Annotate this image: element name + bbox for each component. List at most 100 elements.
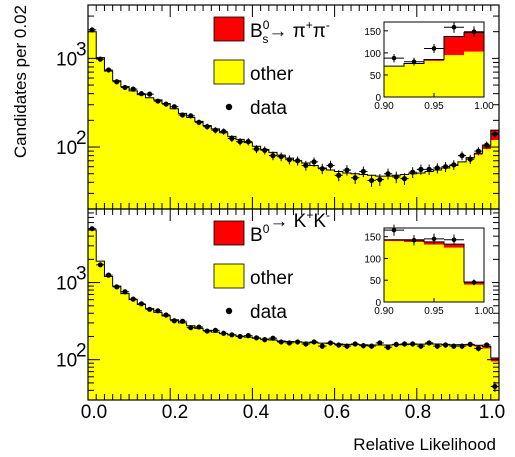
other-bar — [244, 142, 253, 209]
data-point — [145, 91, 154, 97]
data-marker — [147, 306, 153, 312]
y-tick-exponent: 3 — [76, 39, 87, 60]
data-point — [433, 343, 442, 349]
inset-data-marker — [411, 59, 417, 65]
other-bar — [466, 345, 475, 400]
other-bar — [145, 97, 155, 209]
other-bar — [203, 330, 212, 400]
data-marker — [130, 86, 136, 92]
other-bar — [96, 261, 105, 400]
other-bar — [88, 230, 97, 400]
data-point — [441, 342, 450, 348]
other-bar — [252, 338, 261, 400]
inset-data-point — [384, 224, 404, 236]
inset-data-point — [444, 234, 464, 245]
data-point — [457, 343, 467, 349]
other-bar — [490, 361, 500, 400]
other-bar — [186, 117, 196, 209]
data-point — [392, 341, 401, 348]
data-marker — [229, 135, 235, 142]
data-marker — [311, 159, 317, 165]
data-point — [104, 67, 113, 73]
data-marker — [336, 172, 342, 178]
legend-swatch-signal — [213, 16, 245, 42]
inset-x-tick-label: 0.95 — [424, 101, 444, 112]
other-bar — [293, 160, 303, 209]
y-tick-label: 103 — [56, 39, 87, 70]
data-marker — [401, 341, 408, 347]
data-point — [400, 341, 409, 347]
x-axis-title: Relative Likelihood — [353, 435, 496, 454]
y-tick-exponent: 2 — [76, 128, 87, 149]
other-bar — [153, 312, 163, 400]
data-marker — [484, 342, 490, 348]
data-point — [367, 174, 376, 187]
data-marker — [295, 339, 301, 345]
data-point — [309, 157, 319, 167]
data-point — [104, 272, 113, 278]
legend-label-other: other — [250, 268, 294, 289]
data-marker — [401, 176, 408, 182]
legend: B0 s→ π+π-other data — [213, 16, 330, 119]
data-point — [129, 296, 138, 302]
inset-other-bar — [424, 60, 445, 97]
other-bar — [268, 152, 278, 209]
inset-other-bar — [444, 55, 465, 97]
data-point — [482, 141, 491, 150]
legend-marker-data — [225, 307, 233, 315]
data-point — [449, 343, 458, 349]
data-marker — [245, 333, 251, 339]
data-point — [466, 341, 475, 348]
other-bar — [161, 103, 171, 209]
data-marker — [278, 339, 284, 345]
data-marker — [138, 91, 145, 97]
data-marker — [385, 344, 391, 350]
data-point — [318, 163, 327, 175]
data-point — [309, 339, 319, 345]
data-marker — [237, 139, 243, 145]
data-point — [351, 172, 360, 184]
data-marker — [270, 153, 276, 159]
data-marker — [229, 332, 235, 338]
data-marker — [442, 164, 449, 170]
data-point — [211, 127, 220, 134]
data-marker — [319, 343, 325, 349]
other-bar — [318, 168, 327, 209]
data-marker — [385, 171, 391, 177]
data-marker — [492, 131, 498, 137]
inset-x-tick-label: 0.90 — [374, 101, 394, 112]
other-bar — [227, 334, 237, 400]
other-bar — [170, 108, 179, 209]
data-marker — [475, 345, 482, 352]
data-point — [441, 162, 450, 173]
inset-outline — [383, 32, 485, 97]
data-marker — [393, 341, 399, 347]
data-point — [120, 84, 130, 91]
data-point — [342, 343, 352, 349]
data-marker — [303, 162, 309, 169]
data-marker — [360, 343, 366, 349]
data-point — [482, 342, 491, 348]
data-marker — [327, 162, 334, 169]
data-marker — [163, 101, 169, 107]
data-marker — [196, 324, 202, 330]
x-tick-label: 0.0 — [81, 402, 107, 423]
data-point — [326, 340, 335, 346]
x-tick-label: 0.6 — [324, 402, 350, 423]
data-point — [285, 155, 294, 165]
inset-signal-bar — [444, 244, 465, 248]
other-bar — [433, 343, 442, 400]
other-bar — [277, 155, 286, 209]
inset-data-marker — [431, 236, 437, 242]
other-bar — [137, 94, 146, 209]
other-bar — [359, 174, 368, 209]
inset-data-point — [444, 21, 464, 33]
data-point — [466, 154, 475, 164]
legend-swatch-signal — [213, 220, 245, 246]
data-point — [211, 327, 220, 333]
data-marker — [484, 142, 490, 148]
data-point — [244, 333, 253, 339]
data-marker — [114, 79, 120, 85]
data-point — [137, 91, 146, 97]
data-point — [153, 308, 162, 314]
